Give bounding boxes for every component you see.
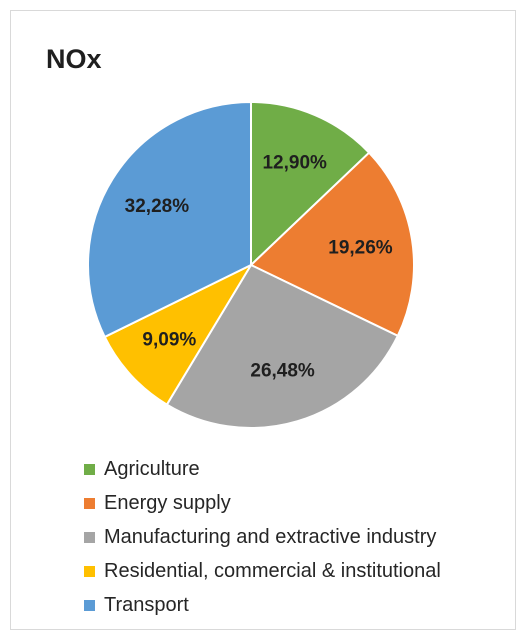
slice-data-label-1: 19,26% (328, 237, 393, 258)
legend-swatch (84, 463, 95, 475)
pie-slice-4 (87, 100, 252, 339)
legend-label: Manufacturing and extractive industry (104, 526, 437, 548)
legend-label: Energy supply (104, 492, 231, 514)
legend-label: Transport (104, 594, 189, 616)
chart-title: NOx (46, 44, 102, 74)
legend-item-3: Residential, commercial & institutional (84, 554, 441, 588)
legend-item-4: Transport (84, 588, 441, 622)
legend-label: Agriculture (104, 458, 200, 480)
legend-swatch (84, 531, 95, 543)
pie-slice-3 (103, 262, 254, 406)
legend-item-2: Manufacturing and extractive industry (84, 520, 441, 554)
chart-legend: Agriculture Energy supply Manufacturing an… (84, 452, 441, 622)
slice-data-label-2: 26,48% (250, 361, 315, 382)
legend-swatch (84, 565, 95, 577)
slice-data-label-0: 12,90% (262, 153, 327, 174)
legend-swatch (84, 599, 95, 611)
pie-chart: 12,90% 19,26% 26,48% 9,09% 32,28% (87, 100, 415, 429)
pie-slice-2 (165, 263, 400, 429)
legend-item-0: Agriculture (84, 452, 441, 486)
legend-label: Residential, commercial & institutional (104, 560, 441, 582)
pie-slice-0 (250, 100, 371, 268)
pie-slice-1 (249, 151, 415, 338)
legend-item-1: Energy supply (84, 486, 441, 520)
legend-swatch (84, 497, 95, 509)
slice-data-label-4: 32,28% (125, 196, 190, 217)
slice-data-label-3: 9,09% (142, 329, 196, 350)
